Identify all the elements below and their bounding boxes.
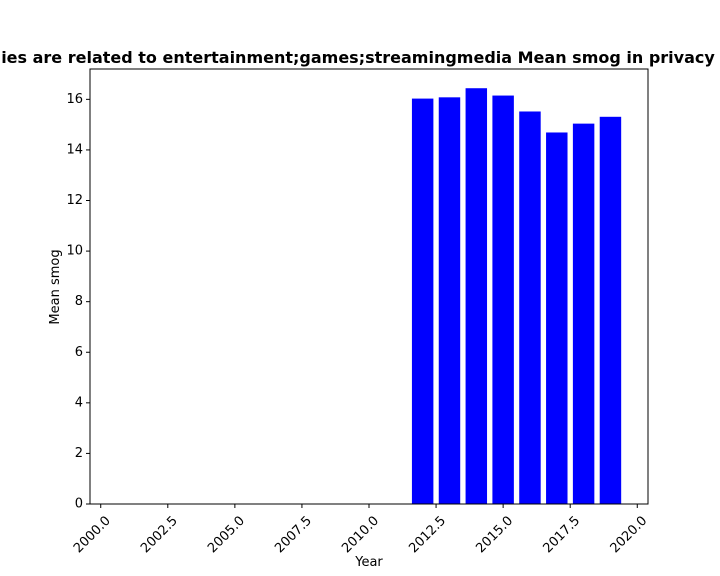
- x-tick-label: 2002.5: [138, 513, 181, 556]
- y-tick-label: 2: [75, 446, 83, 461]
- bar-2019: [599, 116, 622, 505]
- plot-frame: [89, 68, 649, 505]
- x-tick-label: 2007.5: [272, 513, 315, 556]
- x-tick-label: 2012.5: [406, 513, 449, 556]
- x-tick-label: 2005.0: [205, 513, 248, 556]
- x-axis-label: Year: [354, 555, 383, 570]
- bars-group: [411, 88, 622, 505]
- bar-2017: [546, 132, 568, 504]
- x-tick-label: 2000.0: [71, 513, 114, 556]
- bar-2014: [465, 88, 488, 504]
- y-tick-label: 10: [66, 244, 83, 259]
- chart-title: ies are related to entertainment;games;s…: [1, 48, 715, 67]
- y-tick-label: 6: [75, 345, 83, 360]
- x-tick-label: 2010.0: [339, 513, 382, 556]
- bar-2018: [572, 123, 595, 505]
- y-tick-label: 16: [66, 92, 83, 107]
- bar-2016: [519, 111, 541, 504]
- y-axis-label: Mean smog: [48, 249, 63, 324]
- x-tick-label: 2020.0: [608, 513, 651, 556]
- y-tick-label: 12: [66, 193, 83, 208]
- bar-2012: [411, 98, 434, 504]
- y-tick-label: 4: [75, 395, 83, 410]
- x-tick-label: 2015.0: [473, 513, 516, 556]
- y-axis-ticks: 0 2 4 6 8 10 12 14 16: [66, 92, 90, 512]
- x-axis-ticks: 2000.0 2002.5 2005.0 2007.5 2010.0 2012.5 2015…: [71, 504, 650, 556]
- x-tick-label: 2017.5: [540, 513, 583, 556]
- y-tick-label: 8: [75, 294, 83, 309]
- bar-2015: [492, 95, 514, 504]
- bar-2013: [438, 97, 461, 504]
- y-tick-label: 0: [75, 497, 83, 512]
- y-tick-label: 14: [66, 142, 83, 157]
